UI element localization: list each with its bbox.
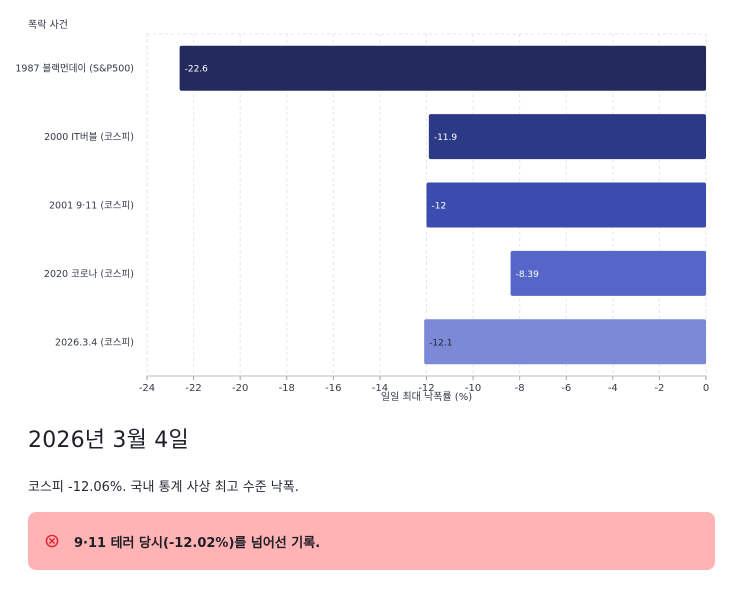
error-alert: 9·11 테러 당시(-12.02%)를 넘어선 기록. [28,512,715,570]
chart: 폭락 사건 -24 -22 -20 -18 -16 -14 -12 -10 -8 -6 -4 -2 0 일… [15,20,709,403]
bar-value-label: -12.1 [429,338,452,348]
x-tick-label: -20 [232,383,248,394]
x-tick-label: -8 [515,383,525,394]
bar [424,319,706,365]
category-label: 2020 코로나 (코스피) [44,269,134,280]
bar [179,45,706,91]
bar [428,114,706,160]
bar [510,250,706,296]
x-tick-label: -14 [372,383,388,394]
x-axis-title: 일일 최대 낙폭률 (%) [381,391,472,403]
x-tick-label: 0 [703,383,709,394]
x-tick-label: -6 [561,383,571,394]
y-axis-title: 폭락 사건 [28,20,68,31]
x-tick-label: -24 [139,383,155,394]
x-tick-label: -16 [325,383,341,394]
x-tick-label: -2 [654,383,664,394]
category-label: 2026.3.4 (코스피) [55,337,134,348]
summary-text: 코스피 -12.06%. 국내 통계 사상 최고 수준 낙폭. [28,480,299,495]
x-tick-label: -18 [279,383,295,394]
alert-text: 9·11 테러 당시(-12.02%)를 넘어선 기록. [74,535,321,551]
x-tick-label: -10 [465,383,481,394]
bar-value-label: -8.39 [516,270,540,280]
bar-chart-svg: -24 -22 -20 -18 -16 -14 -12 -10 -8 -6 -4 -2 0일일 최대 낙… [15,33,709,403]
bar-value-label: -12 [432,202,447,212]
category-label: 2001 9·11 (코스피) [49,201,134,212]
x-tick-label: -12 [418,383,434,394]
page-heading: 2026년 3월 4일 [28,428,189,453]
x-tick-label: -4 [608,383,618,394]
bar-value-label: -22.6 [185,65,209,75]
bar [426,182,706,228]
x-tick-label: -22 [185,383,201,394]
error-circle-icon [44,533,60,549]
category-label: 2000 IT버블 (코스피) [44,132,134,143]
category-label: 1987 블랙먼데이 (S&P500) [15,64,134,75]
bar-value-label: -11.9 [434,133,458,143]
